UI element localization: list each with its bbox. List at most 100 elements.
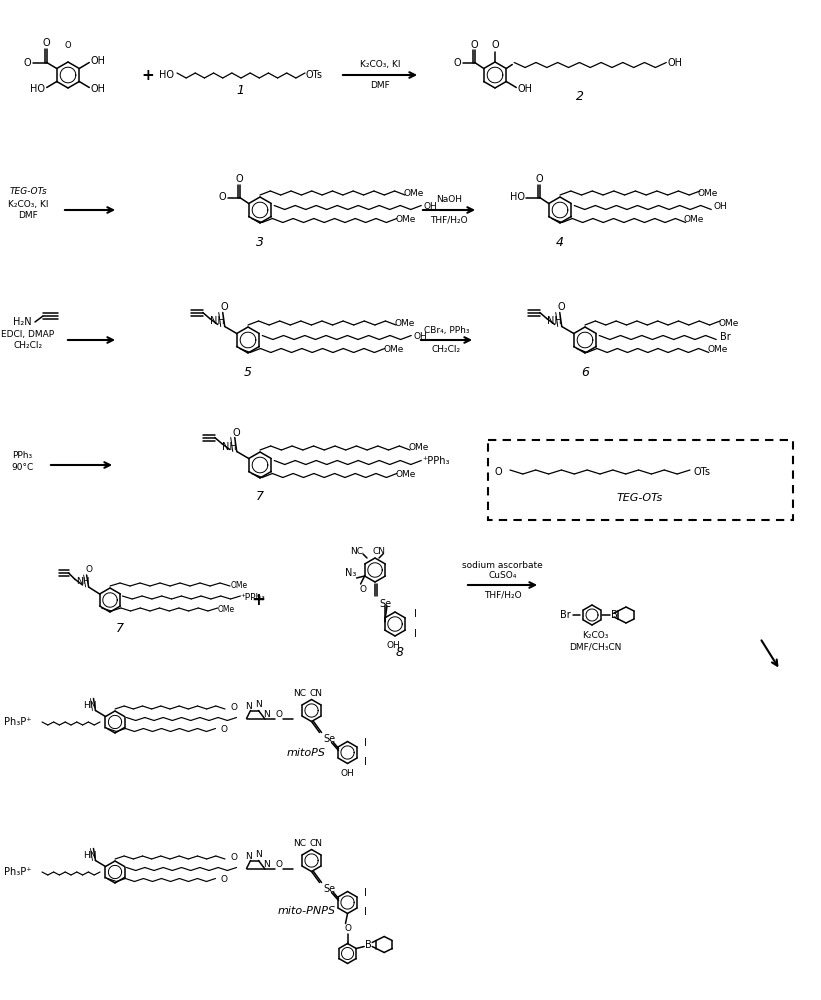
Text: ⁺PPh₃: ⁺PPh₃ — [240, 592, 265, 601]
Text: OMe: OMe — [409, 444, 429, 452]
Text: OMe: OMe — [395, 318, 415, 328]
Text: OMe: OMe — [396, 215, 416, 224]
Text: O: O — [231, 854, 237, 862]
Text: O: O — [85, 566, 92, 574]
Text: N: N — [264, 710, 270, 719]
Text: Ph₃P⁺: Ph₃P⁺ — [4, 717, 32, 727]
Text: OH: OH — [518, 84, 533, 94]
Text: NH: NH — [76, 578, 89, 586]
Text: H₂N: H₂N — [12, 317, 31, 327]
Text: O: O — [491, 40, 499, 50]
Text: O: O — [275, 860, 282, 869]
Text: O: O — [43, 38, 51, 48]
Text: 7: 7 — [256, 490, 264, 504]
Text: O: O — [275, 710, 282, 719]
Text: O: O — [221, 875, 228, 884]
Text: N: N — [245, 702, 252, 711]
Text: 1: 1 — [236, 85, 244, 98]
Text: HO: HO — [30, 84, 45, 94]
Text: N₃: N₃ — [345, 568, 356, 578]
Text: B: B — [365, 940, 372, 950]
Text: NH: NH — [548, 316, 562, 326]
Text: O: O — [558, 302, 566, 312]
Text: Se: Se — [323, 734, 336, 744]
Text: Br: Br — [720, 332, 731, 342]
Text: OH: OH — [424, 202, 437, 211]
Text: TEG-OTs: TEG-OTs — [617, 493, 663, 503]
Text: ⁺PPh₃: ⁺PPh₃ — [423, 456, 450, 466]
Text: HN: HN — [83, 701, 96, 710]
Text: 2: 2 — [576, 91, 584, 104]
Text: K₂CO₃, KI: K₂CO₃, KI — [7, 200, 48, 209]
Text: EDCI, DMAP: EDCI, DMAP — [2, 330, 54, 338]
Text: OH: OH — [414, 332, 427, 341]
Text: O: O — [494, 467, 502, 477]
Text: I: I — [364, 888, 366, 898]
Text: O: O — [233, 428, 241, 438]
Text: NC: NC — [351, 548, 364, 556]
Text: I: I — [364, 757, 366, 767]
Text: OH: OH — [341, 769, 355, 778]
Text: 6: 6 — [581, 365, 589, 378]
Text: I: I — [364, 907, 366, 917]
Text: OH: OH — [667, 57, 683, 68]
Text: Se: Se — [379, 599, 391, 609]
Text: I: I — [414, 629, 417, 639]
Text: NaOH: NaOH — [436, 196, 462, 205]
Text: Br: Br — [560, 610, 571, 620]
Text: I: I — [414, 609, 417, 619]
Text: +: + — [251, 591, 265, 609]
Text: O: O — [65, 40, 71, 49]
Text: HO: HO — [159, 70, 175, 80]
Text: OTs: OTs — [694, 467, 710, 477]
Text: OMe: OMe — [231, 580, 248, 589]
Text: sodium ascorbate: sodium ascorbate — [462, 560, 543, 570]
Text: OMe: OMe — [698, 188, 718, 198]
Text: O: O — [219, 192, 227, 202]
Text: OMe: OMe — [383, 345, 404, 354]
Text: NC: NC — [293, 689, 306, 698]
Text: THF/H₂O: THF/H₂O — [484, 590, 521, 599]
Text: O: O — [454, 57, 461, 68]
Text: O: O — [359, 584, 366, 593]
Text: 7: 7 — [116, 621, 124, 635]
Text: HN: HN — [83, 851, 96, 860]
Text: mito-PNPS: mito-PNPS — [277, 906, 336, 916]
Text: DMF: DMF — [370, 81, 390, 90]
Text: CH₂Cl₂: CH₂Cl₂ — [13, 342, 43, 351]
Text: DMF/CH₃CN: DMF/CH₃CN — [569, 643, 621, 652]
Text: 90°C: 90°C — [11, 462, 33, 472]
Text: Se: Se — [323, 884, 336, 894]
Text: OMe: OMe — [684, 215, 704, 224]
Text: CBr₄, PPh₃: CBr₄, PPh₃ — [424, 326, 470, 334]
Text: O: O — [231, 704, 237, 712]
Text: OMe: OMe — [719, 318, 739, 328]
Text: DMF: DMF — [18, 212, 38, 221]
Text: OH: OH — [91, 84, 106, 94]
Text: 4: 4 — [556, 235, 564, 248]
Text: OMe: OMe — [708, 345, 728, 354]
Text: I: I — [364, 738, 366, 748]
Text: CuSO₄: CuSO₄ — [488, 570, 516, 580]
Text: OH: OH — [386, 642, 400, 650]
Text: Ph₃P⁺: Ph₃P⁺ — [4, 867, 32, 877]
Text: N: N — [255, 700, 262, 709]
Text: 8: 8 — [396, 646, 404, 658]
Text: 5: 5 — [244, 365, 252, 378]
Text: NH: NH — [210, 316, 225, 326]
Text: OMe: OMe — [396, 470, 416, 479]
Text: +: + — [142, 68, 154, 83]
Text: PPh₃: PPh₃ — [12, 450, 32, 460]
Text: O: O — [221, 725, 228, 734]
Text: N: N — [245, 852, 252, 861]
Text: K₂CO₃, KI: K₂CO₃, KI — [360, 60, 401, 70]
Text: K₂CO₃: K₂CO₃ — [582, 631, 608, 640]
Text: O: O — [236, 174, 244, 184]
Text: CN: CN — [373, 548, 386, 556]
Text: THF/H₂O: THF/H₂O — [430, 216, 468, 225]
Text: B: B — [611, 610, 617, 620]
Text: CH₂Cl₂: CH₂Cl₂ — [432, 346, 461, 355]
Text: NC: NC — [293, 839, 306, 848]
Bar — [488, 440, 793, 520]
Text: NH: NH — [222, 442, 237, 452]
